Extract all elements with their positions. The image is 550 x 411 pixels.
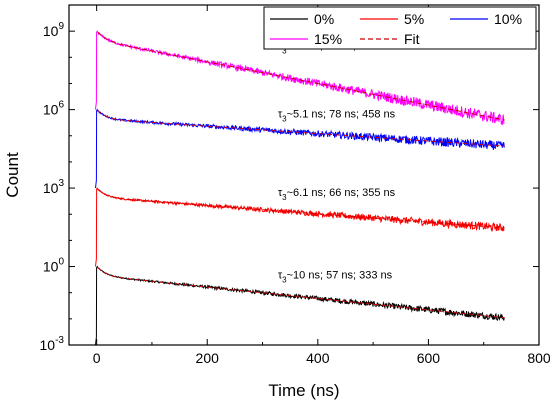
x-tick-label: 600: [417, 350, 441, 366]
x-tick-label: 0: [93, 350, 101, 366]
series-line-15pct: [95, 30, 505, 126]
x-tick-label: 200: [196, 350, 220, 366]
legend-box: [263, 6, 537, 50]
y-tick-label: 109: [43, 21, 65, 39]
y-tick-label: 100: [43, 257, 65, 275]
y-tick-label: 103: [43, 178, 65, 196]
legend-label: 10%: [494, 11, 522, 27]
legend-label: 15%: [314, 31, 342, 47]
legend: 0% 5% 10% 15% Fit: [263, 6, 537, 50]
legend-label: Fit: [404, 31, 420, 47]
y-axis-title: Count: [3, 152, 22, 198]
y-tick-label: 106: [43, 100, 65, 118]
axes: 0 200 400 600 800 10-3 100 103 106 109: [40, 4, 550, 366]
legend-label: 5%: [404, 11, 424, 27]
fit-line-15pct: [97, 31, 505, 121]
y-tick-label: 10-3: [40, 335, 65, 353]
lifetime-annotation: τ3~6.1 ns; 66 ns; 355 ns: [278, 187, 396, 202]
x-tick-label: 400: [306, 350, 330, 366]
series-group: [95, 30, 505, 345]
x-axis-title: Time (ns): [268, 381, 339, 400]
plot-frame: [68, 4, 540, 346]
legend-label: 0%: [314, 11, 334, 27]
series-line-5pct: [95, 187, 505, 267]
series-line-10pct: [95, 108, 505, 189]
series-line-0pct: [95, 265, 505, 345]
x-tick-label: 800: [527, 350, 550, 366]
lifetime-annotation: τ3~10 ns; 57 ns; 333 ns: [278, 269, 393, 284]
lifetime-annotation: τ3~5.1 ns; 78 ns; 458 ns: [278, 108, 396, 123]
